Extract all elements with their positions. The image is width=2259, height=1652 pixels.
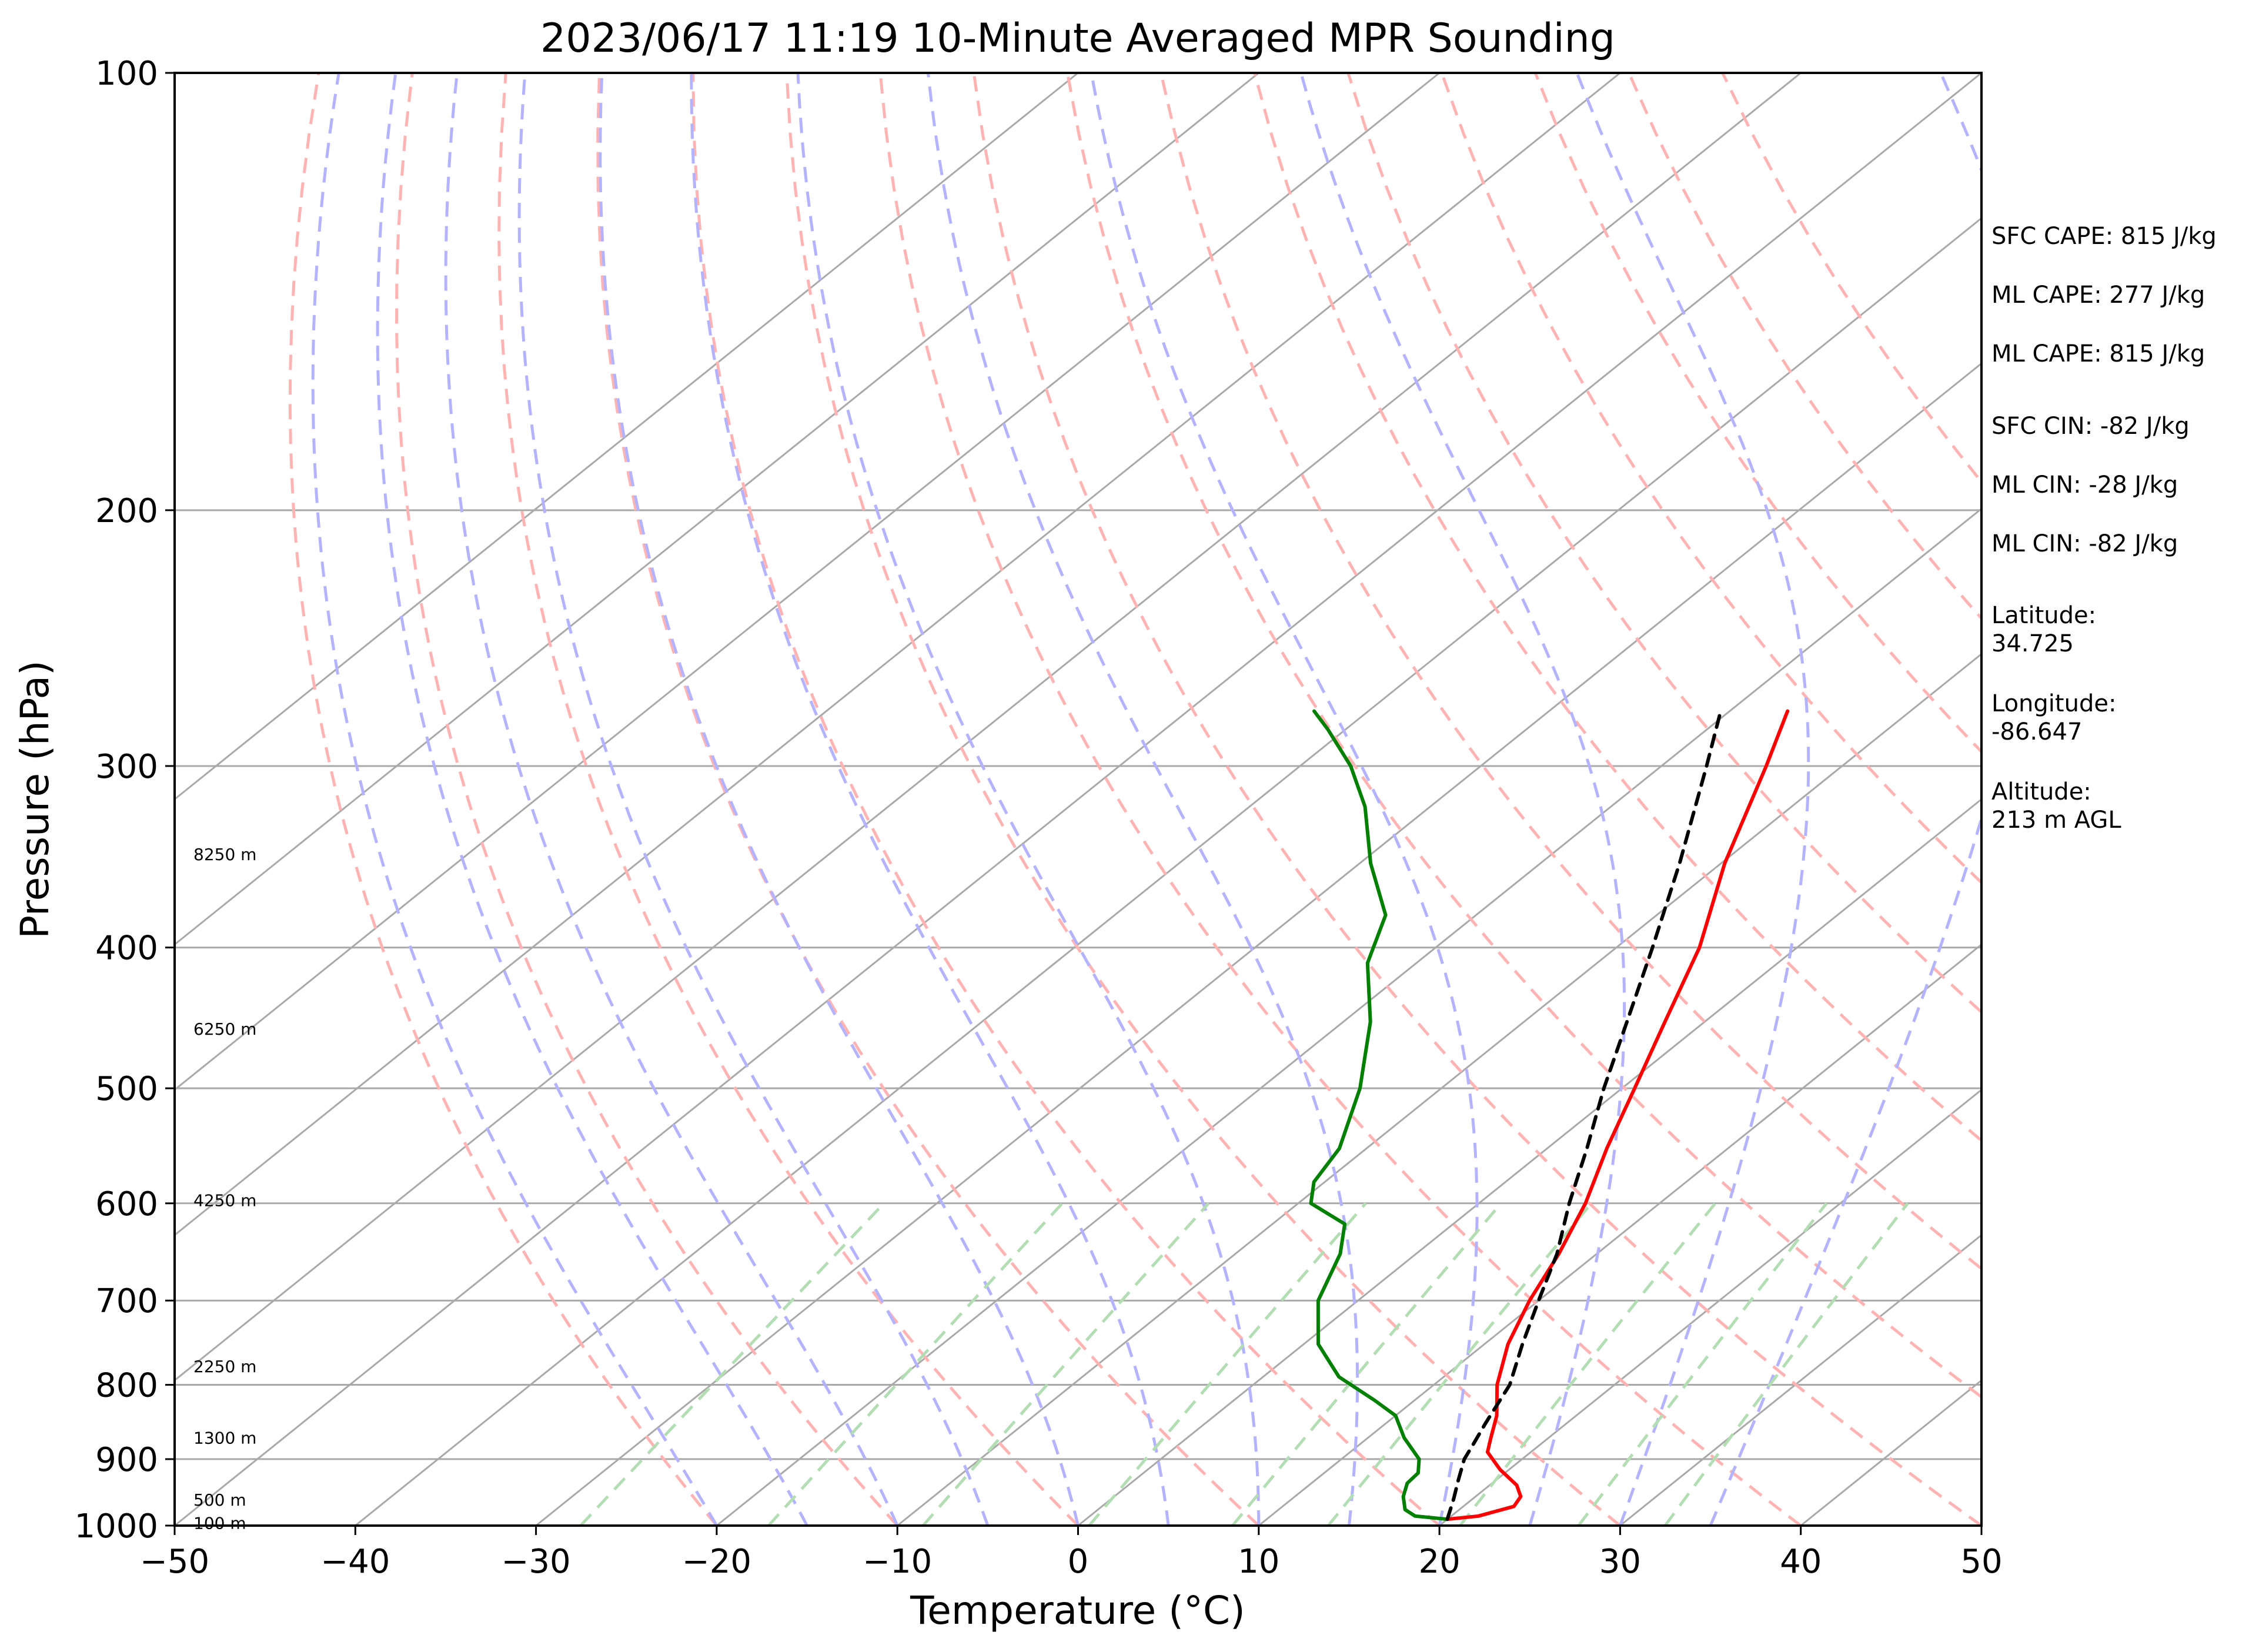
ml-cin-text-1: ML CIN: -28 J/kg	[1991, 471, 2178, 499]
height-label: 1300 m	[193, 1429, 256, 1448]
dry-adiabat-line	[395, 73, 899, 1526]
dewpoint-profile-line	[1309, 709, 1449, 1521]
isotherm-line	[175, 73, 1079, 801]
ml-cin-text-2: ML CIN: -82 J/kg	[1991, 530, 2178, 557]
x-tick-label: −10	[863, 1543, 932, 1581]
dry-adiabat-line	[1159, 73, 1981, 1271]
dry-adiabat-line	[878, 73, 1802, 1526]
y-tick-label: 400	[95, 929, 158, 968]
y-tick-label: 900	[95, 1441, 158, 1479]
longitude-value: -86.647	[1991, 718, 2082, 745]
y-tick-label: 500	[95, 1070, 158, 1108]
mixing-ratio-line	[767, 1202, 1064, 1526]
moist-adiabat-line	[1090, 73, 1479, 1526]
dry-adiabat-line	[288, 73, 718, 1526]
temperature-profile-line	[1445, 709, 1790, 1521]
parcel-profile-line	[1445, 709, 1723, 1521]
isotherm-line	[175, 73, 1259, 946]
dry-adiabat-line	[1253, 73, 1981, 1143]
y-tick-label: 300	[95, 748, 158, 786]
mixing-ratio-line	[1459, 1202, 1717, 1526]
background-grid	[175, 73, 1981, 1526]
sfc-cape-text: SFC CAPE: 815 J/kg	[1991, 223, 2217, 250]
isotherm-line	[1258, 943, 1981, 1526]
moist-adiabat-line	[444, 73, 899, 1526]
moist-adiabat-line	[1299, 73, 1626, 1526]
x-tick-label: 50	[1960, 1543, 2002, 1581]
x-tick-label: 30	[1599, 1543, 1641, 1581]
ml-cape-text-2: ML CAPE: 815 J/kg	[1991, 340, 2205, 367]
sfc-cin-text: SFC CIN: -82 J/kg	[1991, 413, 2190, 440]
isotherm-line	[1077, 798, 1981, 1526]
height-label: 6250 m	[193, 1019, 256, 1039]
y-tick-label: 100	[95, 55, 158, 93]
altitude-label: Altitude:	[1991, 778, 2091, 805]
axis-ticks: −50 −40 −30 −20 −10 0 10 20 30 40 50 100 200 300 400 50…	[74, 55, 2002, 1581]
dry-adiabat-line	[596, 73, 1260, 1526]
isotherm-line	[175, 73, 1441, 1091]
moist-adiabat-line	[599, 73, 1080, 1526]
moist-adiabat-line	[311, 73, 719, 1526]
height-label: 4250 m	[193, 1190, 256, 1210]
y-tick-label: 600	[95, 1185, 158, 1223]
isotherm-line	[1439, 1088, 1981, 1526]
isotherm-line	[175, 73, 1981, 1526]
isotherm-line	[355, 217, 1981, 1526]
mixing-ratio-line	[1327, 1202, 1593, 1526]
y-tick-label: 700	[95, 1282, 158, 1320]
moist-adiabat-line	[927, 73, 1359, 1526]
isotherm-line	[175, 73, 1621, 1236]
dry-adiabat-line	[691, 73, 1441, 1526]
x-tick-label: 0	[1068, 1543, 1089, 1581]
dry-adiabat-line	[785, 73, 1621, 1526]
moist-adiabat-line	[376, 73, 808, 1526]
moist-adiabat-line	[1575, 73, 1810, 1526]
y-tick-label: 800	[95, 1367, 158, 1405]
x-tick-label: 20	[1418, 1543, 1460, 1581]
mixing-ratio-line	[921, 1202, 1210, 1526]
chart-title: 2023/06/17 11:19 10-Minute Averaged MPR …	[540, 15, 1615, 62]
isotherm-line	[1619, 1233, 1981, 1526]
mixing-ratio-line	[1088, 1202, 1367, 1526]
longitude-label: Longitude:	[1991, 690, 2116, 717]
y-axis-label: Pressure (hPa)	[12, 660, 58, 938]
height-label: 8250 m	[193, 845, 256, 864]
isotherm-line	[897, 653, 1981, 1526]
isotherm-line	[175, 73, 1802, 1382]
latitude-value: 34.725	[1991, 630, 2074, 657]
moist-adiabat-line	[517, 73, 990, 1526]
height-label: 100 m	[193, 1514, 246, 1533]
moist-adiabat-line	[796, 73, 1261, 1526]
info-panel: SFC CAPE: 815 J/kg ML CAPE: 277 J/kg ML …	[1991, 223, 2217, 834]
height-labels: 8250 m 6250 m 4250 m 2250 m 1300 m 500 m 100 m	[193, 845, 256, 1533]
data-series	[1309, 709, 1790, 1521]
x-tick-label: −40	[320, 1543, 390, 1581]
x-tick-label: −30	[502, 1543, 571, 1581]
isotherm-line	[716, 507, 1981, 1526]
x-tick-label: 40	[1780, 1543, 1822, 1581]
height-label: 500 m	[193, 1490, 246, 1510]
altitude-value: 213 m AGL	[1991, 807, 2121, 834]
dry-adiabat-line	[972, 73, 1981, 1526]
mixing-ratio-line	[579, 1202, 885, 1526]
mixing-ratio-line	[1663, 1202, 1909, 1526]
latitude-label: Latitude:	[1991, 602, 2096, 629]
mixing-ratio-line	[1577, 1202, 1828, 1526]
height-label: 2250 m	[193, 1357, 256, 1376]
y-tick-label: 1000	[74, 1507, 158, 1546]
x-tick-label: 10	[1238, 1543, 1279, 1581]
ml-cape-text-1: ML CAPE: 277 J/kg	[1991, 282, 2205, 309]
x-tick-label: −50	[140, 1543, 209, 1581]
isotherm-line	[535, 362, 1981, 1526]
y-tick-label: 200	[95, 492, 158, 530]
x-tick-label: −20	[682, 1543, 751, 1581]
x-axis-label: Temperature (°C)	[910, 1588, 1245, 1633]
moist-adiabat-line	[690, 73, 1170, 1526]
moist-adiabat-line	[1709, 73, 1981, 1526]
